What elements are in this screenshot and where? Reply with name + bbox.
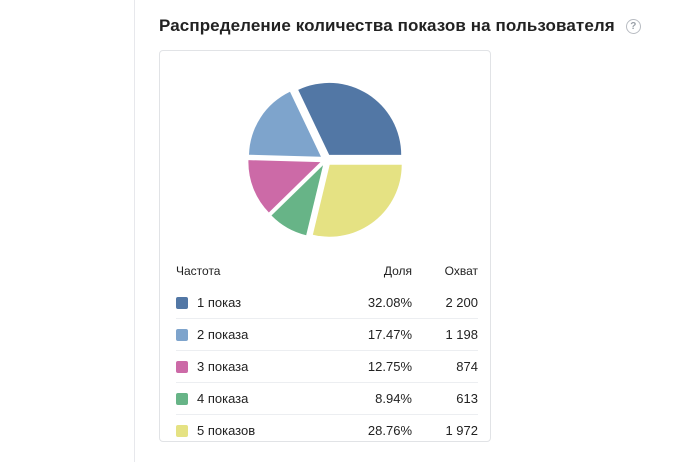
legend-table: Частота Доля Охват 1 показ 32.08% 2 200 2 п… <box>176 255 478 446</box>
page-title: Распределение количества показов на поль… <box>159 16 615 35</box>
pie-chart <box>248 82 402 237</box>
row-frequency: 3 показа <box>176 359 332 374</box>
table-body: 1 показ 32.08% 2 200 2 показа 17.47% 1 198 3 п… <box>176 287 478 446</box>
legend-swatch <box>176 392 188 405</box>
row-share: 17.47% <box>367 327 412 342</box>
pie-slice-5[interactable] <box>312 164 402 237</box>
section-header: Распределение количества показов на поль… <box>159 16 641 36</box>
legend-swatch <box>176 328 188 341</box>
row-reach: 874 <box>456 359 478 374</box>
header-frequency: Частота <box>176 264 221 278</box>
row-share: 28.76% <box>367 423 412 438</box>
table-row: 3 показа 12.75% 874 <box>176 350 478 382</box>
pie-slice-3[interactable] <box>248 160 321 213</box>
row-frequency: 5 показов <box>176 423 332 438</box>
table-header: Частота Доля Охват <box>176 255 478 287</box>
legend-swatch <box>176 360 188 373</box>
row-frequency: 1 показ <box>176 295 332 310</box>
row-label: 3 показа <box>197 359 249 374</box>
row-label: 1 показ <box>197 295 242 310</box>
row-frequency: 2 показа <box>176 327 332 342</box>
row-label: 5 показов <box>197 423 256 438</box>
row-reach: 1 972 <box>445 423 478 438</box>
row-frequency: 4 показа <box>176 391 332 406</box>
row-share: 8.94% <box>375 391 412 406</box>
distribution-card: Частота Доля Охват 1 показ 32.08% 2 200 2 п… <box>159 50 491 442</box>
table-row: 1 показ 32.08% 2 200 <box>176 287 478 318</box>
pie-slice-4[interactable] <box>271 165 324 236</box>
pie-slice-1[interactable] <box>298 82 402 155</box>
row-label: 4 показа <box>197 391 249 406</box>
row-label: 2 показа <box>197 327 249 342</box>
pie-slice-2[interactable] <box>249 91 321 157</box>
header-reach: Охват <box>444 264 478 278</box>
header-share: Доля <box>383 264 412 278</box>
row-reach: 1 198 <box>445 327 478 342</box>
legend-swatch <box>176 296 188 309</box>
table-row: 4 показа 8.94% 613 <box>176 382 478 414</box>
left-divider <box>134 0 135 462</box>
table-row: 5 показов 28.76% 1 972 <box>176 414 478 446</box>
row-share: 12.75% <box>367 359 412 374</box>
row-share: 32.08% <box>367 295 412 310</box>
row-reach: 613 <box>456 391 478 406</box>
legend-swatch <box>176 424 188 437</box>
row-reach: 2 200 <box>445 295 478 310</box>
table-row: 2 показа 17.47% 1 198 <box>176 318 478 350</box>
help-icon[interactable]: ? <box>625 18 641 34</box>
